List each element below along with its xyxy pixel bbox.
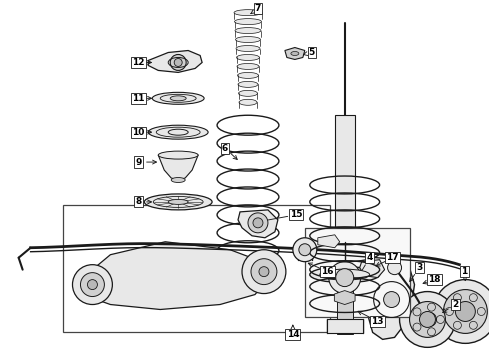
- Circle shape: [399, 292, 455, 347]
- Ellipse shape: [170, 96, 186, 101]
- Text: 12: 12: [132, 58, 145, 67]
- Ellipse shape: [144, 194, 212, 210]
- Ellipse shape: [237, 63, 259, 69]
- Ellipse shape: [238, 81, 258, 87]
- Text: 5: 5: [309, 48, 315, 57]
- Circle shape: [251, 259, 277, 285]
- Ellipse shape: [234, 10, 262, 15]
- Bar: [335, 115, 355, 275]
- Ellipse shape: [235, 19, 262, 24]
- Circle shape: [434, 280, 490, 343]
- Ellipse shape: [236, 45, 260, 51]
- Ellipse shape: [236, 37, 261, 42]
- Circle shape: [293, 238, 317, 262]
- Text: 7: 7: [255, 4, 261, 13]
- Ellipse shape: [237, 54, 260, 60]
- Text: 9: 9: [135, 158, 142, 167]
- Polygon shape: [80, 242, 270, 310]
- Polygon shape: [148, 50, 202, 72]
- Circle shape: [443, 289, 488, 333]
- Ellipse shape: [310, 267, 380, 283]
- Text: 2: 2: [452, 300, 459, 309]
- Circle shape: [253, 218, 263, 228]
- Text: 14: 14: [287, 330, 299, 339]
- Text: 8: 8: [135, 197, 142, 206]
- Polygon shape: [158, 155, 198, 180]
- Ellipse shape: [152, 92, 204, 104]
- Ellipse shape: [238, 72, 258, 78]
- Bar: [327, 319, 363, 333]
- Circle shape: [170, 54, 186, 71]
- Ellipse shape: [168, 199, 188, 204]
- Circle shape: [248, 213, 268, 233]
- Circle shape: [419, 311, 436, 328]
- Text: 4: 4: [367, 253, 373, 262]
- Text: 1: 1: [461, 267, 467, 276]
- Polygon shape: [318, 235, 340, 248]
- Polygon shape: [334, 291, 355, 305]
- Circle shape: [329, 262, 361, 293]
- Text: 18: 18: [428, 275, 441, 284]
- Text: 3: 3: [416, 263, 423, 272]
- Text: 17: 17: [386, 253, 399, 262]
- Circle shape: [80, 273, 104, 297]
- Text: 15: 15: [290, 210, 302, 219]
- Circle shape: [259, 267, 269, 276]
- Circle shape: [336, 269, 354, 287]
- Circle shape: [422, 312, 437, 327]
- Circle shape: [455, 302, 475, 321]
- Ellipse shape: [320, 269, 369, 280]
- Text: 13: 13: [371, 317, 384, 326]
- Polygon shape: [285, 48, 305, 59]
- Ellipse shape: [148, 125, 208, 139]
- Bar: [337, 280, 353, 334]
- Ellipse shape: [158, 151, 198, 159]
- Polygon shape: [360, 260, 385, 278]
- Text: 6: 6: [222, 144, 228, 153]
- Circle shape: [174, 58, 182, 67]
- Bar: [305, 228, 410, 318]
- Circle shape: [388, 261, 401, 275]
- Circle shape: [242, 250, 286, 293]
- Ellipse shape: [291, 51, 299, 55]
- Ellipse shape: [239, 90, 257, 96]
- Ellipse shape: [156, 127, 200, 137]
- Bar: [331, 270, 359, 310]
- Polygon shape: [368, 260, 415, 339]
- Circle shape: [410, 302, 445, 337]
- Circle shape: [87, 280, 98, 289]
- Ellipse shape: [171, 177, 185, 183]
- Polygon shape: [238, 210, 278, 238]
- Text: 16: 16: [321, 267, 334, 276]
- Ellipse shape: [235, 28, 261, 33]
- Circle shape: [384, 292, 399, 307]
- Bar: [63, 205, 330, 332]
- Circle shape: [299, 244, 311, 256]
- Ellipse shape: [239, 99, 257, 105]
- Circle shape: [73, 265, 112, 305]
- Text: 10: 10: [132, 128, 145, 137]
- Text: 11: 11: [132, 94, 145, 103]
